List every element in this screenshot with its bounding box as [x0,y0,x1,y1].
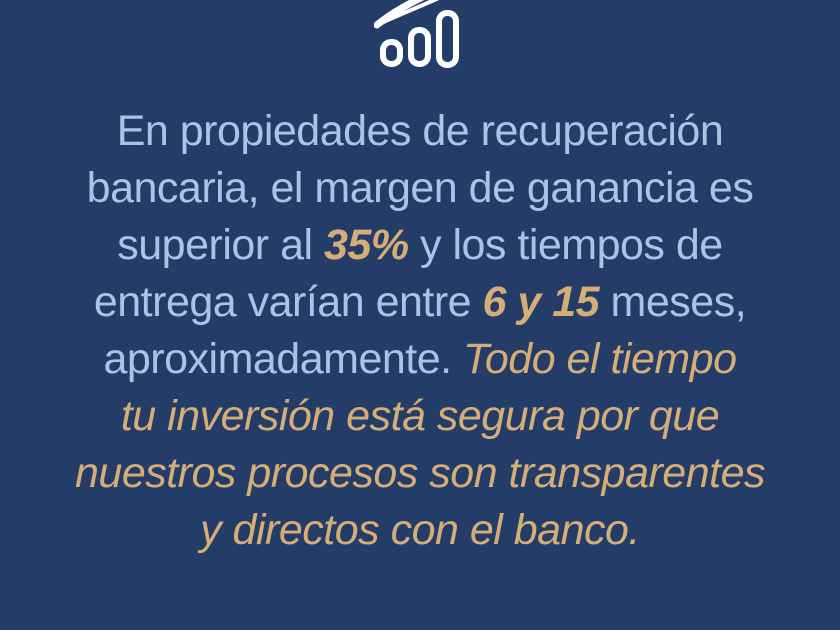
paragraph-line: En propiedades de recuperación [20,103,820,160]
bar-tall [436,10,459,68]
text-segment: y los tiempos de [408,221,723,269]
headline-paragraph: En propiedades de recuperación bancaria, … [20,103,820,559]
text-segment: nuestros procesos son transparentes [74,449,766,497]
text-segment: En propiedades de recuperación [116,107,724,155]
paragraph-line: y directos con el banco. [20,502,820,559]
text-segment: superior al [117,221,324,269]
text-segment: 35% [323,221,409,269]
paragraph-line: bancaria, el margen de ganancia es [20,160,820,217]
text-segment: bancaria, el margen de ganancia es [86,164,754,212]
text-segment: meses, [599,278,747,326]
text-segment: y directos con el banco. [200,506,640,554]
paragraph-line: entrega varían entre 6 y 15 meses, [20,274,820,331]
growth-bar-chart-icon-svg [374,0,459,68]
text-segment: Todo el tiempo [463,335,737,383]
growth-bar-chart-icon [374,0,466,70]
bar-medium [408,27,431,67]
paragraph-line: nuestros procesos son transparentes [20,445,820,502]
paragraph-line: tu inversión está segura por que [20,388,820,445]
bar-small [380,39,403,67]
text-segment: entrega varían entre [93,278,483,326]
text-segment: tu inversión está segura por que [120,392,720,440]
text-segment: 6 y 15 [482,278,600,326]
text-segment: aproximadamente. [103,335,464,383]
paragraph-line: aproximadamente. Todo el tiempo [20,331,820,388]
swoosh-lower-curve [375,0,440,27]
paragraph-line: superior al 35% y los tiempos de [20,217,820,274]
